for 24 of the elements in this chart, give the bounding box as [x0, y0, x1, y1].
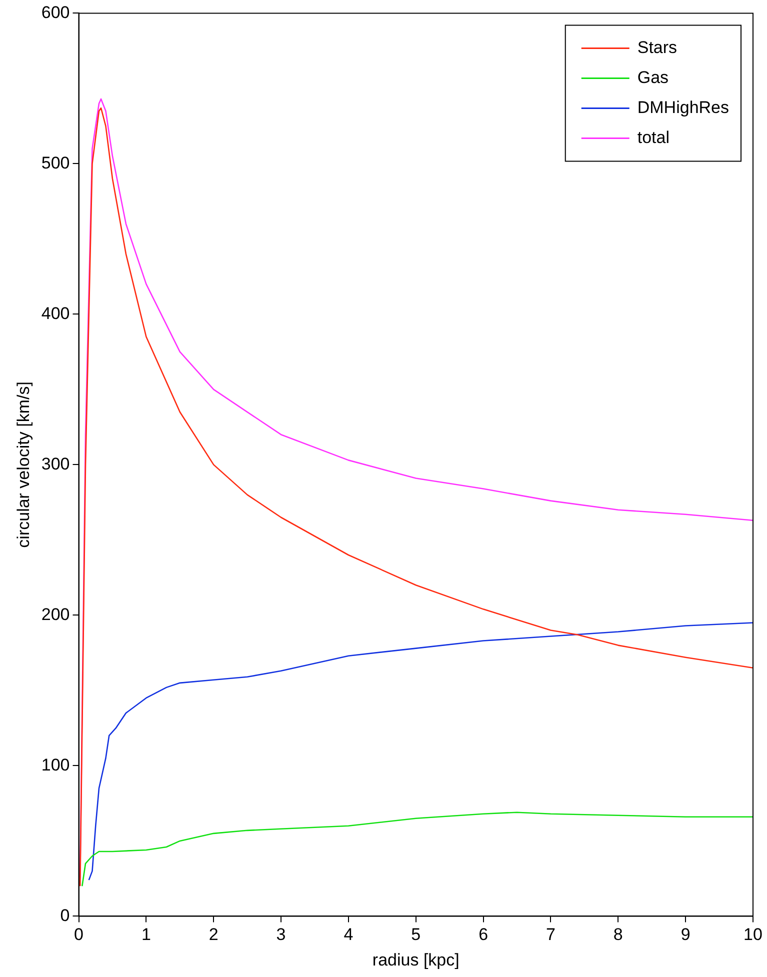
y-tick-label: 600: [41, 2, 70, 22]
x-tick-label: 10: [744, 925, 762, 944]
legend-label: Stars: [637, 38, 678, 57]
y-tick-label: 400: [41, 304, 70, 323]
y-axis-title: circular velocity [km/s]: [14, 382, 33, 548]
x-tick-label: 8: [613, 925, 623, 944]
legend-label: total: [637, 128, 670, 147]
x-tick-label: 7: [546, 925, 556, 944]
x-axis-title: radius [kpc]: [372, 950, 460, 970]
x-tick-label: 1: [141, 925, 151, 944]
legend-label: Gas: [637, 68, 669, 87]
x-tick-label: 3: [276, 925, 286, 944]
x-tick-label: 4: [344, 925, 354, 944]
x-tick-label: 5: [411, 925, 421, 944]
y-tick-label: 0: [60, 906, 70, 925]
y-tick-label: 500: [41, 153, 70, 172]
x-tick-label: 6: [478, 925, 488, 944]
x-tick-label: 0: [74, 925, 84, 944]
y-tick-label: 100: [41, 755, 70, 774]
legend-label: DMHighRes: [637, 98, 730, 117]
y-tick-label: 200: [41, 604, 70, 624]
y-tick-label: 300: [41, 454, 70, 474]
x-tick-label: 9: [680, 925, 690, 944]
x-tick-label: 2: [208, 925, 218, 944]
